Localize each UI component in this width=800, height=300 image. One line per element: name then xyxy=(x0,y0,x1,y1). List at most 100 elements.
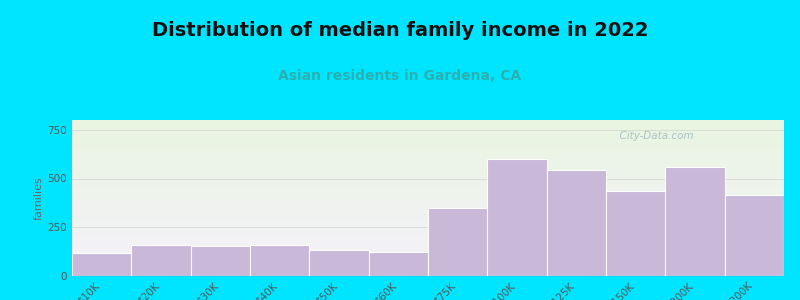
Bar xyxy=(72,148,784,149)
Bar xyxy=(606,191,666,276)
Bar xyxy=(72,204,784,205)
Bar xyxy=(72,143,784,144)
Bar xyxy=(190,246,250,276)
Bar xyxy=(72,132,784,133)
Bar xyxy=(72,183,784,184)
Bar xyxy=(428,208,487,276)
Bar xyxy=(72,239,784,240)
Bar xyxy=(72,182,784,183)
Bar xyxy=(72,228,784,229)
Bar xyxy=(72,189,784,190)
Bar xyxy=(72,235,784,236)
Bar xyxy=(72,268,784,269)
Bar xyxy=(72,121,784,122)
Bar xyxy=(72,146,784,147)
Bar xyxy=(72,141,784,142)
Bar xyxy=(72,153,784,154)
Bar xyxy=(72,223,784,224)
Bar xyxy=(72,154,784,155)
Bar xyxy=(72,218,784,219)
Bar xyxy=(72,272,784,273)
Text: Asian residents in Gardena, CA: Asian residents in Gardena, CA xyxy=(278,69,522,83)
Bar xyxy=(72,202,784,203)
Bar xyxy=(72,257,784,258)
Bar xyxy=(72,211,784,212)
Text: Distribution of median family income in 2022: Distribution of median family income in … xyxy=(152,21,648,40)
Bar xyxy=(72,274,784,275)
Bar xyxy=(72,168,784,169)
Bar xyxy=(72,273,784,274)
Bar xyxy=(72,186,784,187)
Bar xyxy=(72,209,784,210)
Bar xyxy=(72,130,784,131)
Bar xyxy=(72,158,784,159)
Bar xyxy=(72,181,784,182)
Bar xyxy=(72,253,131,276)
Bar xyxy=(250,245,310,276)
Bar xyxy=(72,220,784,221)
Bar xyxy=(72,251,784,252)
Bar xyxy=(72,122,784,123)
Bar xyxy=(72,265,784,266)
Bar xyxy=(72,269,784,270)
Bar xyxy=(72,136,784,137)
Bar xyxy=(72,216,784,217)
Bar xyxy=(72,252,784,253)
Bar xyxy=(72,180,784,181)
Bar xyxy=(72,215,784,216)
Bar xyxy=(72,170,784,171)
Bar xyxy=(72,237,784,238)
Bar xyxy=(72,208,784,209)
Bar xyxy=(72,129,784,130)
Bar xyxy=(72,157,784,158)
Bar xyxy=(72,248,784,249)
Bar xyxy=(72,184,784,185)
Bar xyxy=(72,260,784,261)
Bar xyxy=(72,145,784,146)
Bar xyxy=(72,240,784,241)
Bar xyxy=(72,125,784,126)
Bar xyxy=(72,172,784,173)
Bar xyxy=(72,250,784,251)
Bar xyxy=(72,124,784,125)
Bar xyxy=(72,120,784,121)
Bar xyxy=(72,152,784,153)
Bar xyxy=(72,275,784,276)
Bar xyxy=(72,214,784,215)
Bar xyxy=(72,123,784,124)
Bar xyxy=(72,139,784,140)
Bar xyxy=(72,140,784,141)
Bar xyxy=(72,131,784,132)
Bar xyxy=(72,134,784,135)
Bar xyxy=(72,242,784,243)
Bar xyxy=(72,271,784,272)
Bar xyxy=(72,164,784,165)
Bar xyxy=(72,162,784,163)
Bar xyxy=(72,263,784,264)
Bar xyxy=(72,176,784,177)
Bar xyxy=(72,256,784,257)
Bar xyxy=(72,177,784,178)
Bar xyxy=(72,142,784,143)
Bar xyxy=(72,259,784,260)
Bar xyxy=(487,159,546,276)
Bar xyxy=(72,156,784,157)
Bar xyxy=(72,175,784,176)
Bar xyxy=(72,128,784,129)
Bar xyxy=(72,224,784,225)
Bar xyxy=(725,195,784,276)
Bar xyxy=(72,163,784,164)
Bar xyxy=(72,149,784,150)
Bar xyxy=(72,236,784,237)
Bar xyxy=(72,127,784,128)
Bar xyxy=(72,126,784,127)
Bar xyxy=(72,212,784,213)
Bar xyxy=(72,254,784,255)
Bar xyxy=(72,210,784,211)
Bar xyxy=(546,170,606,276)
Bar xyxy=(72,151,784,152)
Bar xyxy=(72,258,784,259)
Bar xyxy=(310,250,369,276)
Bar xyxy=(72,231,784,232)
Bar xyxy=(72,199,784,200)
